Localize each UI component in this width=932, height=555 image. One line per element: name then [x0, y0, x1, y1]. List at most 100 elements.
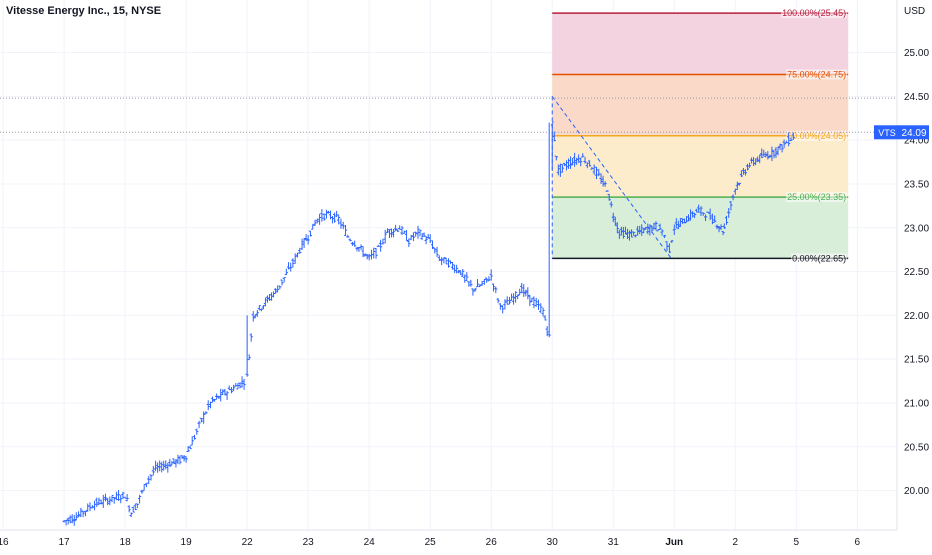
ohlc-bar: [670, 240, 674, 243]
ohlc-bar: [644, 226, 648, 230]
ohlc-bar: [92, 500, 97, 511]
ohlc-bar: [731, 194, 735, 201]
ohlc-bar: [509, 293, 514, 301]
ohlc-bar: [660, 229, 664, 236]
ohlc-bar: [176, 454, 180, 465]
ohlc-bar: [387, 229, 392, 239]
ohlc-bar: [457, 269, 461, 274]
ohlc-bar: [182, 454, 186, 462]
ohlc-bar: [72, 514, 76, 526]
ohlc-bar: [642, 227, 646, 234]
ohlc-bar: [195, 428, 199, 435]
y-tick-label: 24.50: [904, 92, 929, 103]
ohlc-bar: [743, 169, 748, 176]
ohlc-bar: [791, 132, 795, 141]
y-tick-label: 24.00: [904, 136, 929, 147]
ohlc-bar: [617, 229, 621, 239]
ohlc-bar: [164, 460, 168, 470]
ohlc-bar: [496, 298, 500, 304]
fibonacci-retracement[interactable]: 100.00%(25.45) 75.00%(24.75) 50.00%(24.05)…: [551, 8, 849, 264]
ohlc-bar: [727, 208, 731, 218]
ohlc-bar: [234, 382, 238, 387]
x-tick-label: 31: [608, 537, 620, 548]
ohlc-bar: [676, 220, 680, 230]
ohlc-bar: [482, 278, 486, 285]
ohlc-bar: [782, 139, 786, 149]
ohlc-bar: [784, 140, 789, 144]
ohlc-bar: [672, 224, 676, 235]
ohlc-bar: [754, 158, 758, 166]
ohlc-bar: [103, 493, 108, 502]
ohlc-bar: [135, 503, 139, 509]
ohlc-bar: [554, 155, 558, 161]
fib-zone: [552, 197, 849, 259]
ohlc-bar: [311, 223, 315, 230]
ohlc-bar: [774, 147, 778, 158]
ohlc-bar: [341, 221, 345, 230]
ohlc-bar: [346, 234, 350, 238]
x-tick-label: 16: [0, 537, 9, 548]
ohlc-bar: [625, 228, 630, 240]
ohlc-bar: [99, 499, 103, 505]
ohlc-bar: [634, 234, 638, 238]
ohlc-bar: [265, 295, 270, 303]
ohlc-bar: [257, 305, 261, 311]
ohlc-bar: [302, 237, 306, 248]
ohlc-bar: [188, 445, 192, 450]
ohlc-bar: [255, 310, 259, 317]
ohlc-bar: [717, 225, 721, 233]
x-tick-label: 19: [181, 537, 193, 548]
ohlc-bar: [573, 152, 577, 167]
ohlc-bar: [594, 166, 599, 180]
ohlc-bar: [168, 458, 172, 467]
ohlc-bar: [658, 223, 662, 230]
ohlc-bar: [747, 162, 752, 168]
x-tick-label: 2: [733, 537, 739, 548]
ohlc-bar: [530, 297, 534, 303]
ohlc-bar: [394, 224, 398, 231]
ohlc-bar: [190, 436, 194, 446]
ohlc-bar: [541, 307, 545, 317]
ohlc-bar: [564, 160, 569, 171]
ohlc-bar: [170, 460, 174, 466]
ohlc-bar: [735, 181, 739, 190]
ohlc-bar: [411, 232, 416, 242]
ohlc-bar: [184, 456, 188, 463]
ohlc-bar: [400, 226, 404, 236]
ohlc-bar: [192, 434, 197, 440]
ohlc-bar: [787, 132, 791, 147]
ohlc-bar: [514, 291, 518, 303]
ohlc-bar: [125, 494, 129, 502]
ohlc-bar: [76, 511, 81, 518]
y-tick-label: 20.00: [904, 486, 929, 497]
ohlc-bar: [516, 294, 520, 300]
ohlc-bar: [778, 143, 782, 150]
ohlc-bar: [713, 215, 717, 223]
ohlc-bar: [322, 213, 326, 221]
ohlc-bar: [210, 396, 215, 403]
ohlc-bar: [282, 276, 286, 283]
ohlc-bar: [498, 303, 502, 310]
ohlc-bar: [491, 283, 496, 292]
ohlc-bar: [636, 225, 640, 236]
ohlc-bar: [116, 490, 121, 501]
ohlc-bar: [337, 214, 341, 225]
ohlc-bar: [154, 460, 158, 472]
ohlc-bar: [389, 228, 394, 238]
ohlc-bar: [280, 279, 284, 286]
ohlc-bar: [597, 168, 601, 177]
ohlc-bar: [376, 244, 380, 247]
ohlc-bar: [276, 285, 280, 293]
ohlc-bar: [219, 388, 223, 402]
ohlc-bar: [534, 297, 538, 307]
ohlc-bar: [583, 157, 587, 164]
y-tick-label: 23.00: [904, 223, 929, 234]
ohlc-bar: [238, 382, 242, 389]
ticker-label: VTS: [878, 128, 896, 138]
ohlc-bar: [678, 218, 682, 227]
ohlc-bar: [131, 506, 135, 513]
ohlc-bar: [424, 236, 428, 245]
ohlc-bar: [433, 247, 437, 254]
